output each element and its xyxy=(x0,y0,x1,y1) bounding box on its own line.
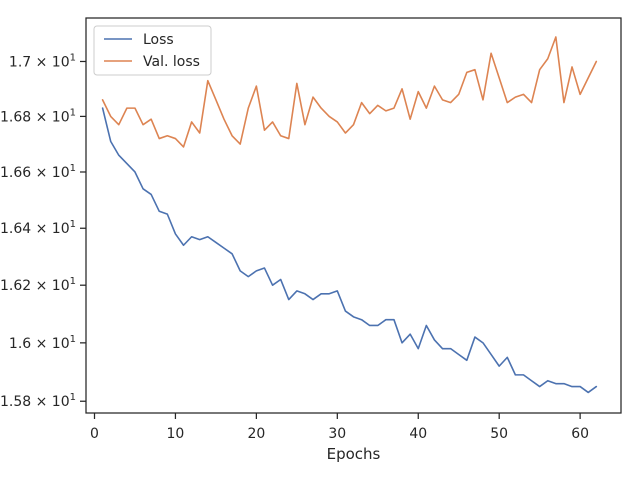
x-tick-label: 0 xyxy=(90,426,99,442)
legend-label-val-loss: Val. loss xyxy=(143,54,200,70)
x-tick-label: 60 xyxy=(571,426,589,442)
y-tick-label: 1.64 × 101 xyxy=(0,219,76,237)
y-tick-label: 1.68 × 101 xyxy=(0,107,76,125)
x-tick-label: 30 xyxy=(328,426,346,442)
x-tick-label: 50 xyxy=(490,426,508,442)
y-tick-label: 1.62 × 101 xyxy=(0,276,76,294)
series-line-loss xyxy=(101,107,598,394)
y-tick-label: 1.6 × 101 xyxy=(9,334,76,352)
x-ticks: 0 10 20 30 40 50 60 xyxy=(90,413,589,442)
y-ticks: 1.58 × 101 1.6 × 101 1.62 × 101 1.64 × 101 1… xyxy=(0,52,86,410)
legend: Loss Val. loss xyxy=(93,25,212,76)
y-tick-label: 1.7 × 101 xyxy=(9,52,76,70)
series-layer xyxy=(101,36,598,394)
x-tick-label: 10 xyxy=(167,426,185,442)
x-axis-title: Epochs xyxy=(327,445,381,463)
series-line-val-loss xyxy=(101,36,598,148)
plot-frame xyxy=(85,17,622,414)
y-tick-label: 1.66 × 101 xyxy=(0,163,76,181)
y-tick-label: 1.58 × 101 xyxy=(0,392,76,410)
x-tick-label: 20 xyxy=(247,426,265,442)
x-tick-label: 40 xyxy=(409,426,427,442)
legend-label-loss: Loss xyxy=(143,32,174,48)
